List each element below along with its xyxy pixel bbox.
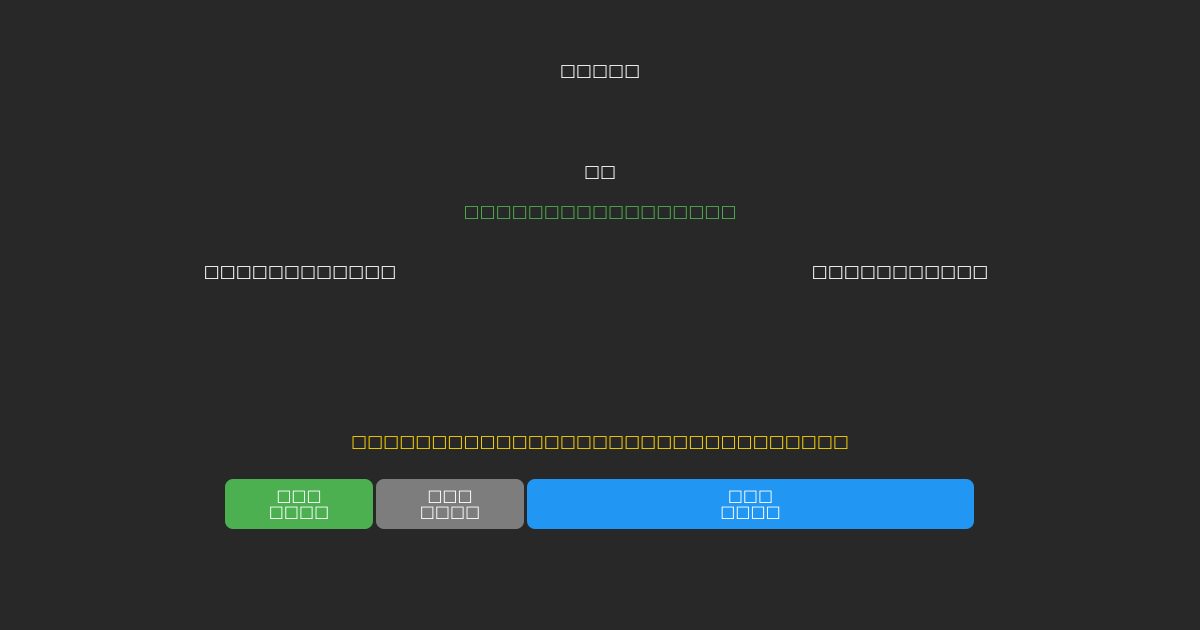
warning-message: □□□□□□□□□□□□□□□□□□□□□□□□□□□□□□□ — [351, 432, 849, 452]
blue-button-label-line1: □□□ — [727, 486, 774, 505]
blue-button-label-line2: □□□□ — [720, 502, 781, 521]
left-column-label: □□□□□□□□□□□□ — [203, 262, 397, 282]
gray-action-button[interactable]: □□□ □□□□ — [376, 479, 524, 529]
action-button-row: □□□ □□□□ □□□ □□□□ □□□ □□□□ — [225, 479, 974, 529]
green-button-label-line2: □□□□ — [268, 502, 330, 521]
right-column-label: □□□□□□□□□□□ — [811, 262, 989, 282]
status-message: □□□□□□□□□□□□□□□□□ — [463, 202, 737, 222]
green-button-label-line1: □□□ — [276, 486, 322, 505]
gray-button-label-line2: □□□□ — [419, 502, 481, 521]
green-action-button[interactable]: □□□ □□□□ — [225, 479, 373, 529]
gray-button-label-line1: □□□ — [427, 486, 473, 505]
page-title: □□□□□ — [559, 61, 641, 81]
blue-action-button[interactable]: □□□ □□□□ — [527, 479, 974, 529]
center-message: □□ — [583, 162, 617, 182]
